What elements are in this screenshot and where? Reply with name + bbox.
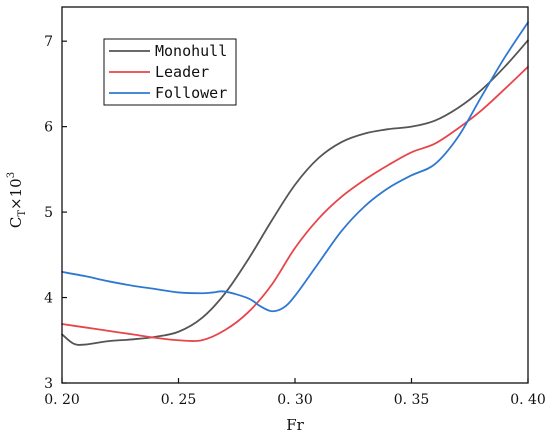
y-tick-label: 7 — [44, 34, 53, 50]
legend-label-leader: Leader — [155, 63, 209, 81]
y-axis-title-main: C — [7, 217, 25, 228]
y-tick-label: 4 — [44, 291, 53, 307]
y-tick-label: 5 — [44, 205, 53, 221]
series-line-monohull — [61, 39, 529, 346]
x-tick-label: 0. 35 — [394, 392, 430, 408]
x-tick-label: 0. 25 — [161, 392, 197, 408]
series-line-leader — [61, 65, 529, 343]
y-axis-title: CT×103 — [6, 172, 28, 228]
series-line-follower — [61, 21, 529, 313]
y-axis-title-sup: 3 — [6, 172, 17, 178]
legend-label-follower: Follower — [155, 84, 227, 102]
legend: Monohull Leader Follower — [103, 38, 237, 106]
x-tick-label: 0. 30 — [277, 392, 313, 408]
series-layer — [61, 21, 529, 346]
y-axis-title-mid: ×10 — [7, 178, 25, 210]
x-axis-title: Fr — [286, 416, 304, 434]
ticks-layer: 0. 20 0. 25 0. 30 0. 35 0. 40 3 4 5 6 7 — [44, 34, 546, 408]
x-tick-label: 0. 20 — [44, 392, 80, 408]
legend-label-monohull: Monohull — [155, 42, 227, 60]
x-tick-label: 0. 40 — [510, 392, 546, 408]
y-axis-title-sub: T — [17, 210, 28, 217]
y-tick-label: 3 — [44, 376, 53, 392]
y-tick-label: 6 — [44, 120, 53, 136]
